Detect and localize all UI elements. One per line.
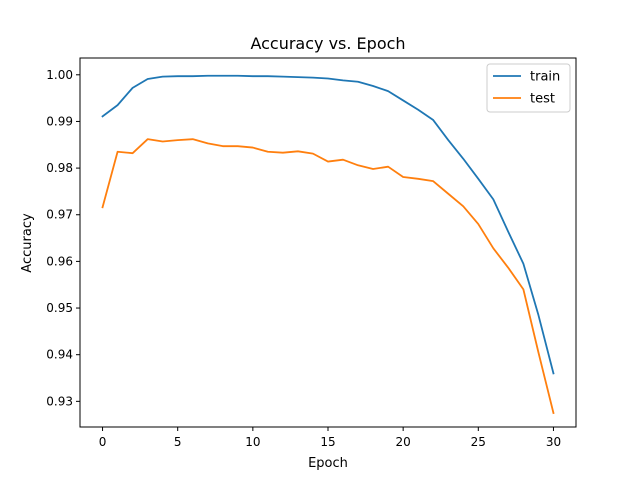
y-axis-label: Accuracy	[20, 213, 35, 273]
y-tick-label: 0.94	[46, 348, 73, 362]
y-tick-label: 0.95	[46, 301, 73, 315]
y-tick-label: 1.00	[46, 68, 73, 82]
legend-label-train: train	[530, 70, 560, 85]
chart-title: Accuracy vs. Epoch	[250, 34, 405, 53]
legend-label-test: test	[530, 92, 555, 107]
legend: train test	[486, 63, 571, 113]
y-tick-label: 0.99	[46, 114, 73, 128]
series-line-train	[101, 74, 555, 375]
y-tick-label: 0.93	[46, 394, 73, 408]
y-tick-label: 0.96	[46, 254, 73, 268]
x-tick-label: 0	[99, 435, 107, 449]
x-tick-label: 20	[396, 435, 411, 449]
x-tick-label: 5	[174, 435, 182, 449]
x-tick-label: 30	[546, 435, 561, 449]
y-tick-label: 0.98	[46, 161, 73, 175]
x-tick-label: 15	[320, 435, 335, 449]
series-line-test	[101, 138, 555, 415]
x-tick-label: 25	[471, 435, 486, 449]
x-tick-label: 10	[245, 435, 260, 449]
x-axis-label: Epoch	[308, 456, 348, 471]
plot-area: 0 5 10 15 20 25 30 0.93 0.94 0.95 0.96 0.97 0.98 0.99…	[46, 57, 577, 449]
y-tick-label: 0.97	[46, 208, 73, 222]
